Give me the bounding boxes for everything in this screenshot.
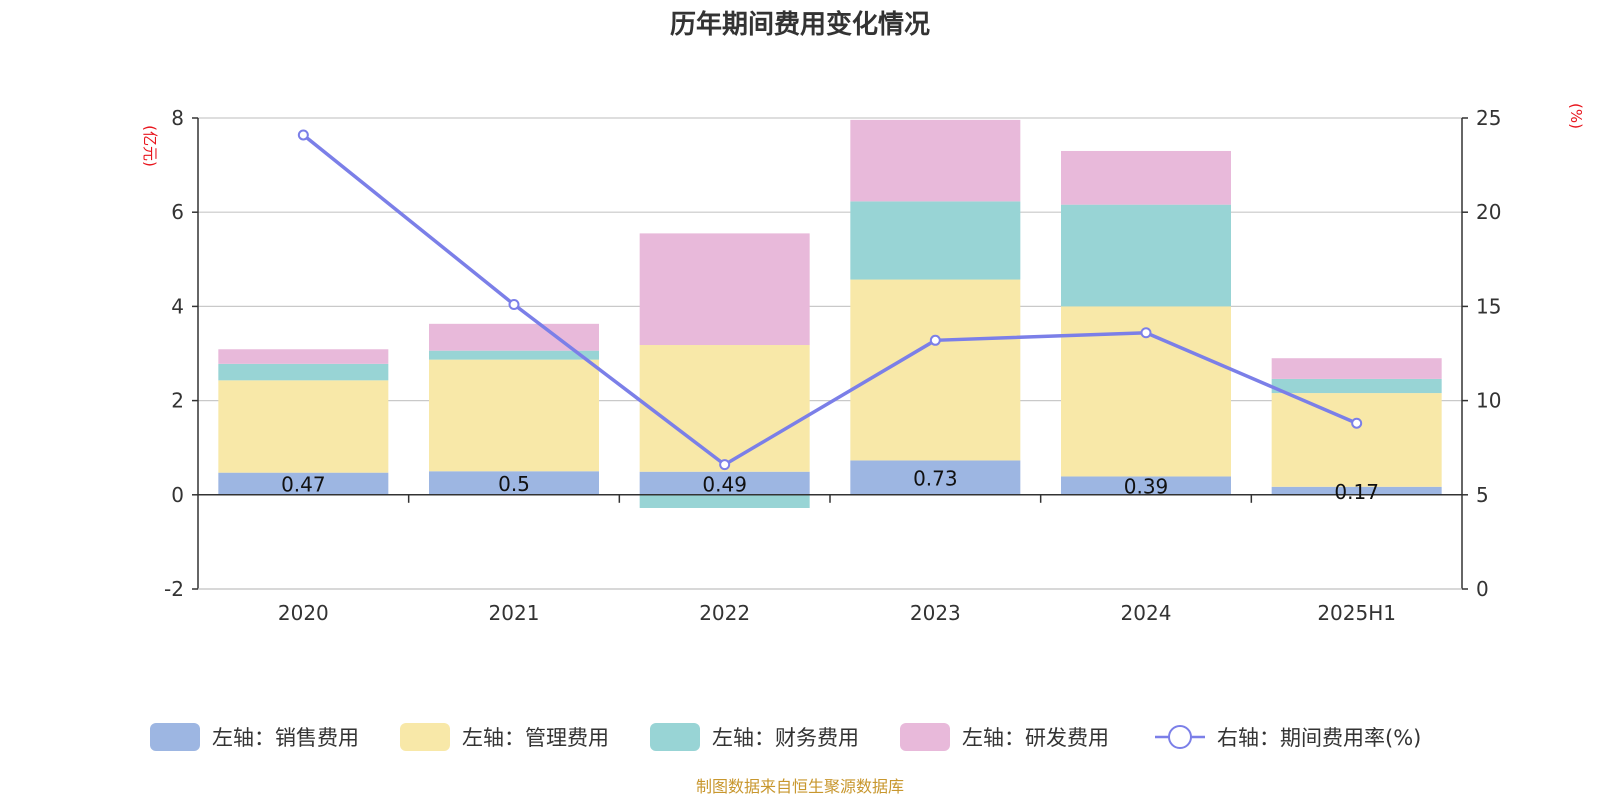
bar-finance-2025H1 [1271, 378, 1442, 394]
category-label: 2022 [699, 601, 750, 625]
right-axis-unit: (%) [1567, 103, 1585, 129]
legend-label-rate: 右轴：期间费用率(%) [1217, 726, 1421, 750]
legend-swatch-sales [150, 723, 200, 751]
rate-series-line [302, 133, 1358, 467]
rate-point-2025H1 [1351, 417, 1363, 429]
right-tick-label: 20 [1476, 200, 1501, 224]
bar-sales-2020 [218, 472, 389, 495]
sales-data-label: 0.47 [281, 473, 326, 497]
legend-label-finance: 左轴：财务费用 [712, 726, 859, 750]
bar-admin-2023 [850, 279, 1021, 461]
right-tick-label: 25 [1476, 106, 1501, 130]
legend-swatch-rd [900, 723, 950, 751]
data-source-note: 制图数据来自恒生聚源数据库 [696, 777, 904, 796]
left-tick-label: 2 [171, 389, 184, 413]
bar-admin-2020 [218, 380, 389, 473]
rate-point-2022 [719, 459, 731, 471]
sales-data-label: 0.73 [913, 467, 958, 491]
legend-label-rd: 左轴：研发费用 [962, 726, 1109, 750]
bar-finance-2020 [218, 363, 389, 381]
stacked-bars [218, 119, 1442, 508]
bar-rd-2021 [429, 323, 599, 351]
rate-point-2024 [1140, 327, 1152, 339]
left-tick-label: -2 [164, 577, 184, 601]
right-tick-label: 10 [1476, 389, 1501, 413]
bar-sales-2023 [850, 460, 1021, 495]
legend-rate-marker-icon [1168, 725, 1192, 749]
legend-swatch-finance [650, 723, 700, 751]
bar-admin-2025H1 [1271, 393, 1442, 487]
sales-data-label: 0.17 [1334, 480, 1379, 504]
legend-swatch-admin [400, 723, 450, 751]
rate-line [297, 129, 1363, 471]
sales-data-label: 0.49 [702, 472, 747, 496]
rate-point-2023 [929, 334, 941, 346]
bar-sales-2025H1 [1271, 486, 1442, 495]
category-label: 2023 [910, 601, 961, 625]
bar-data-labels: 0.47 0.5 0.49 0.73 0.39 0.17 [281, 467, 1379, 504]
bar-rd-2024 [1061, 150, 1231, 205]
bar-finance-2023 [850, 201, 1021, 280]
rate-point-2021 [508, 299, 520, 311]
legend-label-sales: 左轴：销售费用 [212, 726, 359, 750]
bar-rd-2023 [850, 119, 1021, 202]
category-label: 2025H1 [1317, 601, 1396, 625]
sales-data-label: 0.39 [1124, 475, 1169, 499]
bar-sales-2022 [639, 471, 810, 495]
right-tick-label: 15 [1476, 294, 1501, 318]
bar-admin-2021 [429, 359, 599, 472]
legend: 左轴：销售费用 左轴：管理费用 左轴：财务费用 左轴：研发费用 右轴：期间费用率(%) [150, 723, 1421, 751]
rate-point-2020 [297, 129, 309, 141]
left-tick-label: 6 [171, 200, 184, 224]
bar-finance-2022 [639, 494, 810, 508]
bar-rd-2022 [639, 233, 810, 346]
chart-title: 历年期间费用变化情况 [670, 9, 930, 40]
bar-sales-2021 [429, 471, 599, 495]
bar-finance-2021 [429, 350, 599, 360]
bar-sales-2024 [1061, 476, 1231, 495]
axes: -2 0 2 4 6 8 0 5 10 15 20 25 2020 2021 2022 2023 2024 202… [164, 106, 1501, 625]
category-label: 2020 [278, 601, 329, 625]
right-tick-label: 5 [1476, 483, 1489, 507]
right-tick-label: 0 [1476, 577, 1489, 601]
bar-rd-2025H1 [1271, 358, 1442, 379]
left-tick-label: 0 [171, 483, 184, 507]
category-label: 2021 [489, 601, 540, 625]
left-tick-label: 4 [171, 294, 184, 318]
bar-admin-2022 [639, 345, 810, 472]
bar-rd-2020 [218, 349, 389, 364]
bar-finance-2024 [1061, 204, 1231, 307]
left-axis-unit: (亿元) [141, 125, 159, 167]
legend-label-admin: 左轴：管理费用 [462, 726, 609, 750]
category-label: 2024 [1121, 601, 1172, 625]
left-tick-label: 8 [171, 106, 184, 130]
sales-data-label: 0.5 [498, 472, 530, 496]
